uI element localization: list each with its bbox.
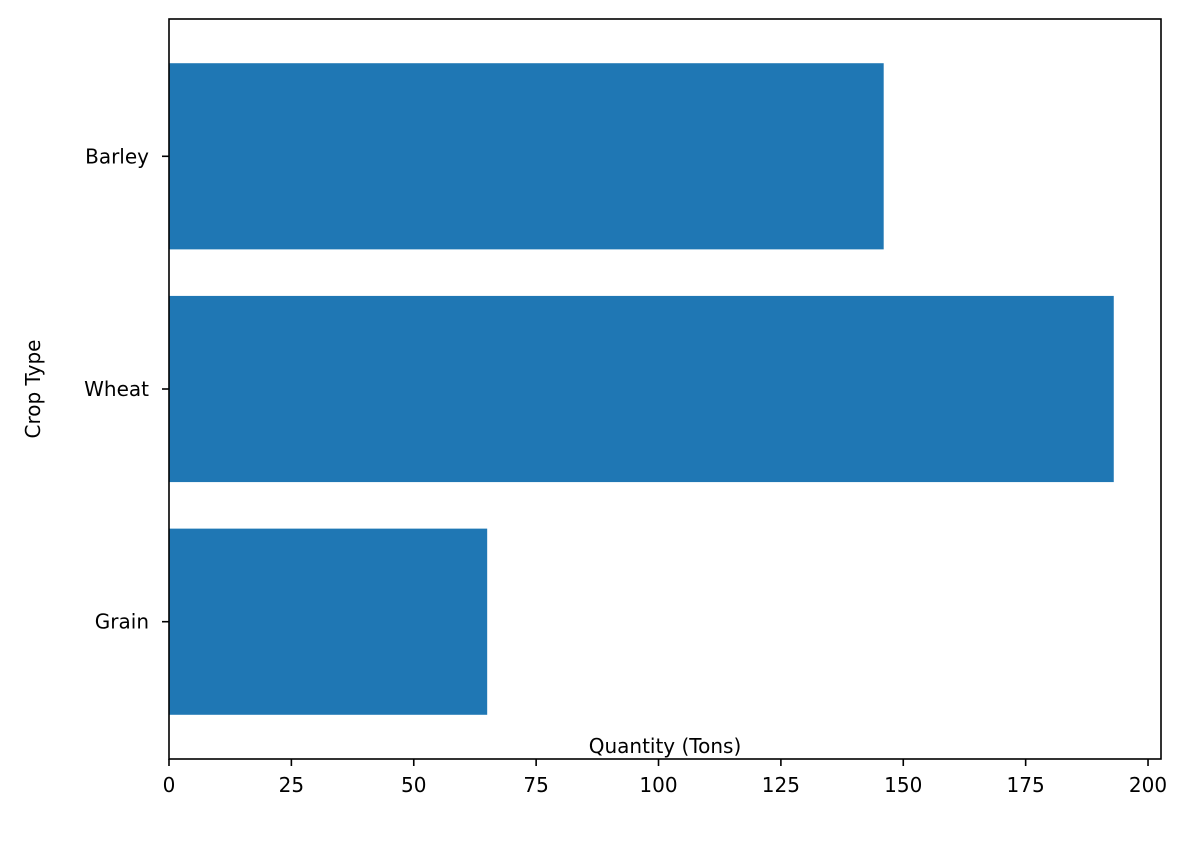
x-tick-label: 100 bbox=[639, 773, 677, 797]
x-tick-label: 25 bbox=[279, 773, 304, 797]
bar-grain bbox=[169, 528, 488, 715]
x-tick-label: 50 bbox=[401, 773, 426, 797]
bar-barley bbox=[169, 63, 884, 250]
y-axis-label: Crop Type bbox=[21, 340, 45, 439]
bars-group bbox=[169, 63, 1114, 715]
x-axis-label: Quantity (Tons) bbox=[589, 734, 742, 758]
x-tick-label: 200 bbox=[1129, 773, 1167, 797]
x-tick-label: 125 bbox=[762, 773, 800, 797]
y-axis-ticks: Grain Wheat Barley bbox=[84, 144, 169, 634]
x-tick-label: 175 bbox=[1007, 773, 1045, 797]
y-tick-label: Barley bbox=[85, 144, 149, 168]
x-axis-ticks: 0 25 50 75 100 125 150 175 200 bbox=[163, 759, 1167, 797]
x-tick-label: 0 bbox=[163, 773, 176, 797]
x-tick-label: 150 bbox=[884, 773, 922, 797]
y-tick-label: Wheat bbox=[84, 377, 149, 401]
bar-wheat bbox=[169, 295, 1114, 483]
y-tick-label: Grain bbox=[95, 610, 149, 634]
x-tick-label: 75 bbox=[523, 773, 548, 797]
